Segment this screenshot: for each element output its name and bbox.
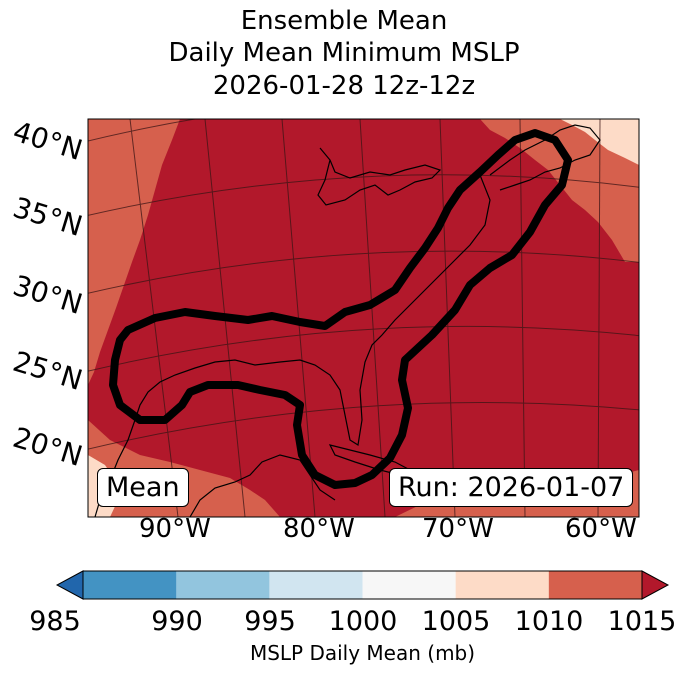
- title-line-1: Ensemble Mean: [240, 6, 448, 36]
- colorbar-tick-1005: 1005: [421, 606, 491, 637]
- colorbar-segment: [176, 571, 270, 599]
- colorbar-tick-1015: 1015: [607, 606, 677, 637]
- title-line-2: Daily Mean Minimum MSLP: [168, 38, 520, 68]
- colorbar-segment: [83, 571, 177, 599]
- run-label: Run: 2026-01-07: [389, 468, 634, 507]
- colorbar-tick-985: 985: [29, 606, 81, 637]
- colorbar-segment: [455, 571, 550, 599]
- colorbar-tick-990: 990: [151, 606, 203, 637]
- coastline-east: [94, 174, 491, 517]
- pressure-field-dark: [88, 119, 639, 517]
- colorbar-min-arrow: [55, 570, 84, 600]
- title-line-3: 2026-01-28 12z-12z: [212, 71, 476, 101]
- colorbar-tick-1000: 1000: [328, 606, 398, 637]
- colorbar-tick-1010: 1010: [514, 606, 584, 637]
- coastline-northeast: [489, 124, 601, 191]
- lon-label-90w: 90°W: [139, 514, 211, 544]
- ensemble-contour: [109, 129, 572, 489]
- coastline-great-lakes: [317, 147, 442, 206]
- colorbar-segment: [269, 571, 363, 599]
- lon-label-60w: 60°W: [565, 514, 637, 544]
- mean-label: Mean: [97, 468, 189, 507]
- colorbar-tick-995: 995: [244, 606, 296, 637]
- lon-label-80w: 80°W: [283, 514, 355, 544]
- colorbar-segment: [548, 571, 643, 599]
- pressure-field-west-mid: [88, 119, 180, 385]
- lon-label-70w: 70°W: [422, 514, 494, 544]
- colorbar-segment: [362, 571, 457, 599]
- pressure-field-west-mid-upper: [88, 140, 118, 175]
- colorbar-label: MSLP Daily Mean (mb): [249, 641, 476, 665]
- pressure-field-northeast-mid: [480, 119, 639, 262]
- coastline-yucatan: [189, 454, 336, 517]
- colorbar-max-arrow: [641, 570, 670, 600]
